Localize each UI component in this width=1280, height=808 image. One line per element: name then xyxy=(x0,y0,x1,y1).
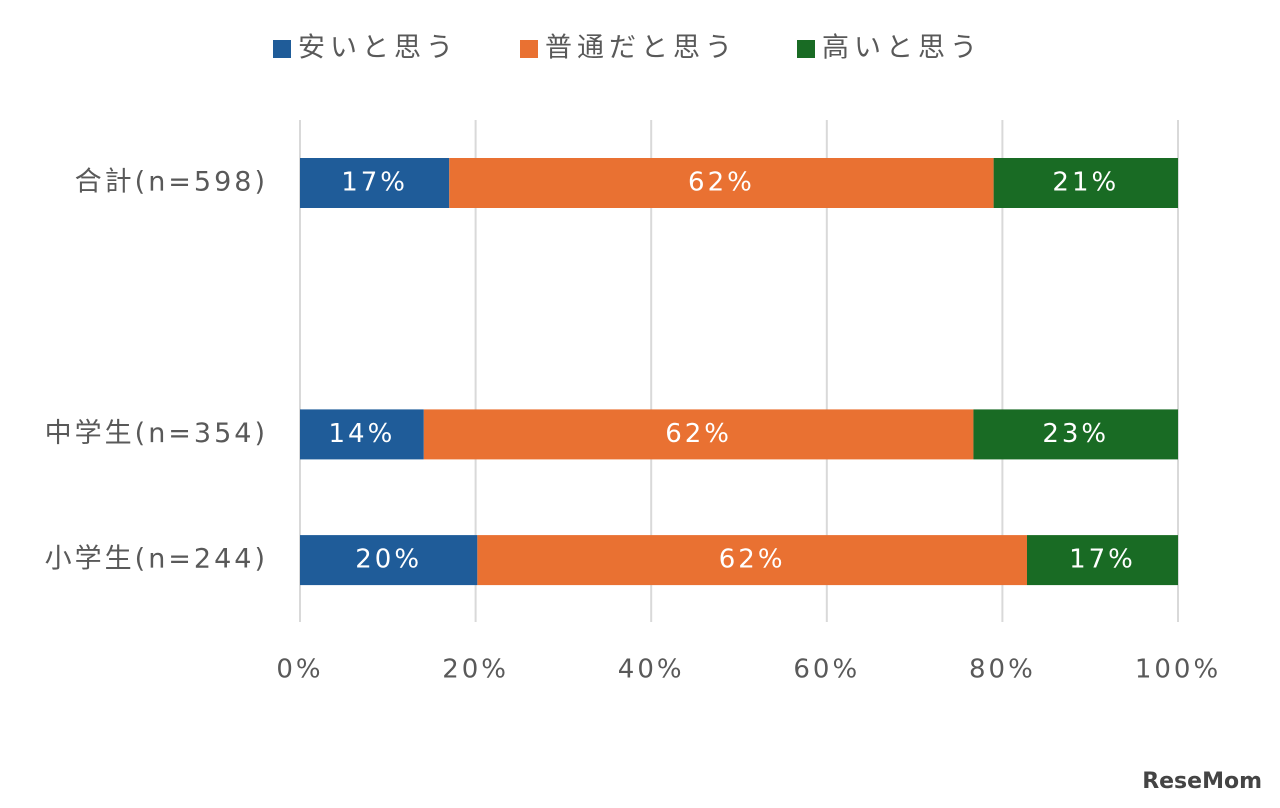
x-tick-label: 60% xyxy=(793,655,860,685)
data-label: 23% xyxy=(1042,419,1109,449)
x-tick-label: 40% xyxy=(618,655,685,685)
x-tick-label: 100% xyxy=(1135,655,1221,685)
legend-swatch xyxy=(273,40,291,58)
bar-segment xyxy=(300,158,450,208)
bar-segment xyxy=(993,158,1178,208)
watermark: ReseMom xyxy=(1142,769,1262,794)
x-tick-label: 80% xyxy=(969,655,1036,685)
data-label: 62% xyxy=(688,168,755,198)
data-label: 17% xyxy=(1069,545,1136,575)
bar-segment xyxy=(477,535,1027,586)
legend-label: 安いと思う xyxy=(298,33,458,64)
data-label: 62% xyxy=(719,545,786,575)
bar-segment xyxy=(300,535,478,586)
x-tick-label: 0% xyxy=(276,655,323,685)
x-tick-label: 20% xyxy=(442,655,509,685)
bar-segment xyxy=(1026,535,1178,586)
legend-swatch xyxy=(520,40,538,58)
data-label: 14% xyxy=(329,419,396,449)
bar-segment xyxy=(300,409,424,460)
legend-label: 高いと思う xyxy=(822,33,982,64)
bar-segment xyxy=(449,158,994,208)
y-tick-label: 合計(n=598) xyxy=(75,167,268,198)
data-label: 21% xyxy=(1052,168,1119,198)
data-label: 20% xyxy=(355,545,422,575)
legend-swatch xyxy=(797,40,815,58)
legend-label: 普通だと思う xyxy=(545,33,737,64)
y-tick-label: 中学生(n=354) xyxy=(45,418,268,449)
bar-segment xyxy=(973,409,1178,460)
data-label: 62% xyxy=(665,419,732,449)
y-tick-label: 小学生(n=244) xyxy=(45,544,268,575)
data-label: 17% xyxy=(341,168,408,198)
bar-segment xyxy=(423,409,974,460)
